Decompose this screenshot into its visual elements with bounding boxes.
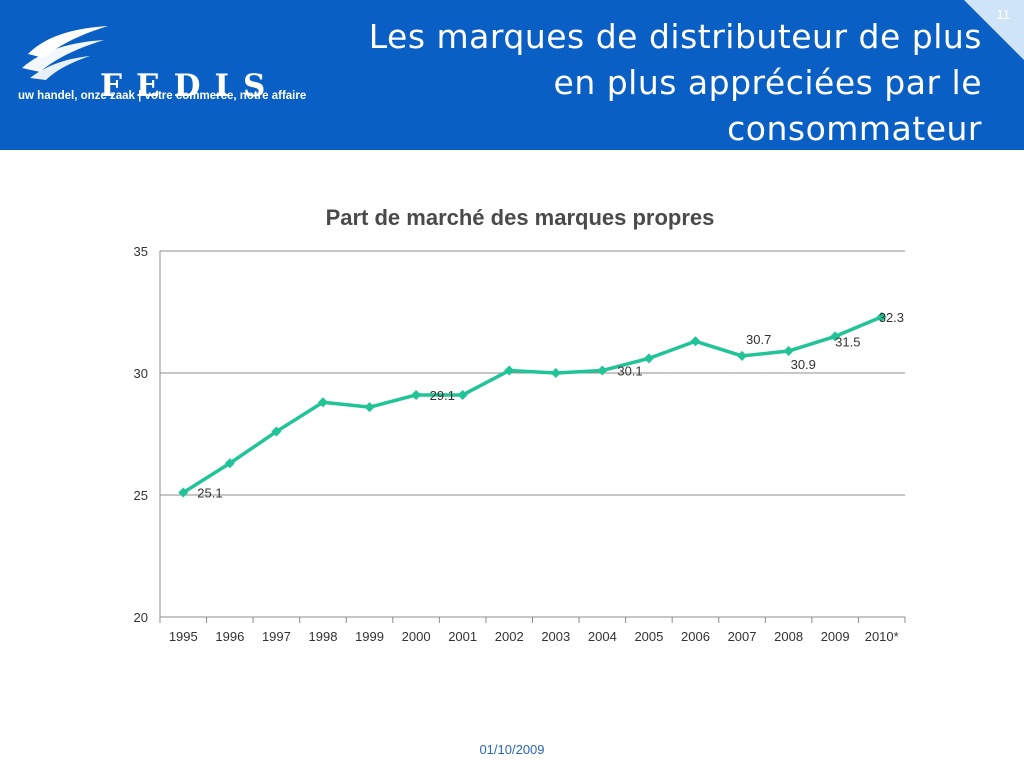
y-tick-label: 20 <box>134 610 148 625</box>
slide-title: Les marques de distributeur de plus en p… <box>368 17 982 148</box>
x-tick-label: 1997 <box>262 629 291 644</box>
x-tick-label: 2007 <box>728 629 757 644</box>
logo-waves-icon <box>22 26 108 80</box>
data-point-marker <box>178 487 189 498</box>
logo-wordmark: FEDIS <box>100 68 280 104</box>
data-point-marker <box>597 365 608 376</box>
data-point-marker <box>783 346 794 357</box>
x-tick-label: 2002 <box>495 629 524 644</box>
x-tick-label: 2001 <box>448 629 477 644</box>
x-tick-label: 2003 <box>541 629 570 644</box>
data-label: 29.1 <box>430 388 455 403</box>
logo-tagline: uw handel, onze zaak | votre commerce, n… <box>18 90 307 102</box>
x-tick-label: 2004 <box>588 629 617 644</box>
data-point-marker <box>830 331 841 342</box>
data-point-marker <box>411 389 422 400</box>
x-tick-label: 1996 <box>215 629 244 644</box>
data-point-marker <box>364 402 375 413</box>
data-point-marker <box>504 365 515 376</box>
x-tick-label: 2010* <box>865 629 899 644</box>
y-tick-label: 25 <box>134 488 148 503</box>
x-tick-label: 1999 <box>355 629 384 644</box>
data-label: 30.1 <box>617 364 642 379</box>
data-label: 25.1 <box>197 486 222 501</box>
series-line <box>182 315 883 495</box>
data-point-marker <box>550 368 561 378</box>
data-label: 30.9 <box>791 357 816 372</box>
y-tick-label: 35 <box>134 244 148 259</box>
data-point-marker <box>690 336 701 347</box>
data-point-marker <box>643 353 654 364</box>
x-tick-label: 2008 <box>774 629 803 644</box>
data-point-marker <box>876 311 887 322</box>
slide-header: FEDIS uw handel, onze zaak | votre comme… <box>0 0 1024 150</box>
data-point-marker <box>737 350 748 361</box>
x-tick-label: 2005 <box>634 629 663 644</box>
x-tick-label: 2000 <box>402 629 431 644</box>
data-point-marker <box>224 458 235 469</box>
x-tick-label: 1998 <box>309 629 338 644</box>
data-label: 31.5 <box>835 334 860 349</box>
fedis-logo: FEDIS uw handel, onze zaak | votre comme… <box>18 16 338 116</box>
data-point-marker <box>271 426 282 437</box>
x-tick-label: 1995 <box>169 629 198 644</box>
x-tick-label: 2009 <box>821 629 850 644</box>
data-point-marker <box>317 397 328 408</box>
page-number: 11 <box>996 7 1011 22</box>
footer-date: 01/10/2009 <box>479 742 545 757</box>
data-label: 32.3 <box>879 310 904 325</box>
y-tick-label: 30 <box>134 366 148 381</box>
data-label: 30.7 <box>746 332 771 347</box>
x-tick-label: 2006 <box>681 629 710 644</box>
data-point-marker <box>457 389 468 400</box>
chart-title: Part de marché des marques propres <box>325 205 715 230</box>
